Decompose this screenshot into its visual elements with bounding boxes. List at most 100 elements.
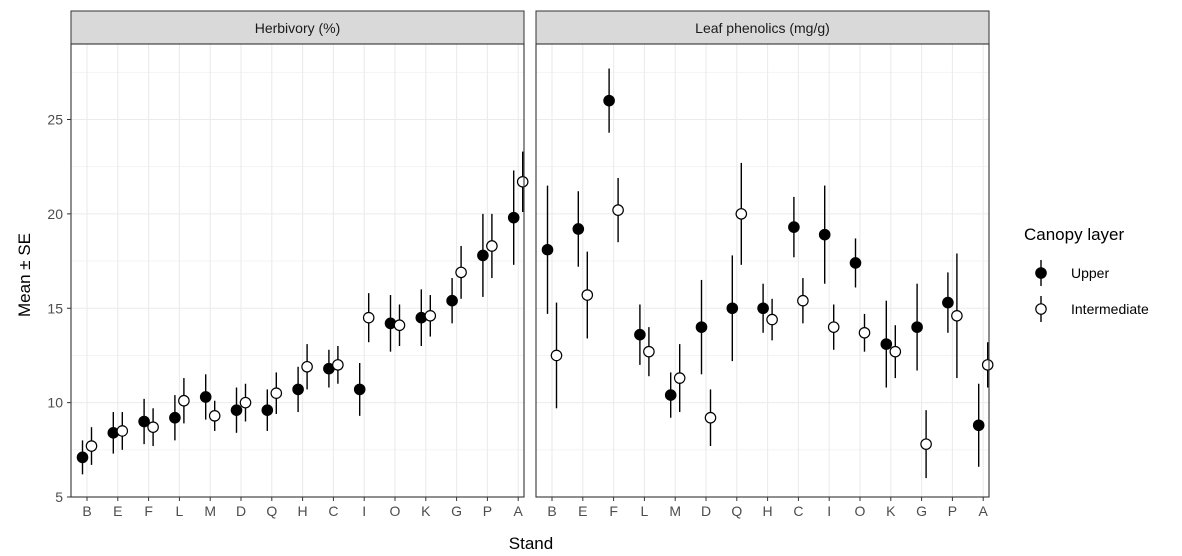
legend-entry-intermediate: Intermediate	[1035, 296, 1149, 322]
point-upper-P	[942, 296, 954, 309]
x-tick-label: C	[328, 503, 338, 519]
x-tick-label: L	[641, 503, 649, 519]
point-intermediate-F	[147, 421, 159, 433]
point-upper-A	[507, 211, 520, 224]
point-upper-G	[911, 321, 923, 333]
point-intermediate-D	[704, 411, 717, 424]
point-upper-L	[634, 328, 646, 341]
point-intermediate-Q	[735, 208, 748, 220]
x-tick-label: P	[948, 503, 957, 519]
point-upper-M	[664, 389, 677, 401]
point-intermediate-H	[301, 360, 313, 373]
x-tick-label: Q	[731, 503, 742, 519]
point-upper-I	[818, 228, 831, 241]
panel-border	[535, 43, 990, 498]
y-tick-label: 10	[47, 395, 63, 411]
legend-key-point	[1035, 303, 1047, 315]
x-tick-label: P	[483, 503, 492, 519]
x-axis-title: Stand	[509, 534, 553, 553]
panels: Herbivory (%) B E F L M D Q H C I O K G P A 5 10 15 20 25 Lea…	[47, 10, 994, 519]
point-intermediate-L	[178, 394, 190, 407]
point-upper-L	[169, 411, 181, 424]
y-tick-label: 25	[47, 112, 63, 128]
x-tick-label: B	[82, 503, 91, 519]
x-tick-label: D	[236, 503, 246, 519]
point-upper-Q	[726, 302, 739, 315]
x-tick-label: E	[578, 503, 587, 519]
point-upper-I	[353, 383, 366, 396]
panel-2: Leaf phenolics (mg/g) B E F L M D Q H C I O K G P A	[535, 10, 994, 519]
point-intermediate-K	[424, 309, 437, 322]
point-upper-H	[757, 302, 769, 315]
point-upper-A	[972, 419, 985, 432]
point-upper-E	[572, 223, 585, 235]
point-intermediate-I	[362, 311, 375, 324]
point-intermediate-E	[116, 425, 129, 437]
point-intermediate-C	[797, 294, 809, 307]
point-upper-D	[230, 404, 243, 416]
x-tick-label: E	[113, 503, 122, 519]
point-intermediate-O	[393, 319, 406, 332]
point-intermediate-A	[516, 175, 529, 188]
x-tick-label: C	[793, 503, 803, 519]
x-tick-label: L	[176, 503, 184, 519]
x-tick-label: H	[763, 503, 773, 519]
point-intermediate-F	[612, 204, 624, 216]
x-tick-label: K	[886, 503, 896, 519]
point-upper-B	[541, 243, 554, 256]
x-tick-label: K	[421, 503, 431, 519]
point-intermediate-Q	[270, 387, 283, 399]
strip-title: Leaf phenolics (mg/g)	[695, 20, 830, 36]
point-intermediate-O	[858, 326, 871, 339]
x-tick-label: A	[514, 503, 524, 519]
point-intermediate-P	[486, 240, 498, 252]
point-upper-D	[695, 321, 708, 333]
x-tick-label: G	[451, 503, 462, 519]
x-tick-label: B	[547, 503, 556, 519]
point-upper-K	[880, 338, 893, 350]
y-axis-title: Mean ± SE	[15, 233, 34, 317]
x-tick-label: M	[669, 503, 681, 519]
x-tick-label: F	[144, 503, 153, 519]
x-tick-label: H	[298, 503, 308, 519]
point-intermediate-P	[951, 309, 963, 322]
legend-label: Intermediate	[1071, 301, 1149, 317]
x-tick-label: O	[390, 503, 401, 519]
point-upper-B	[76, 451, 89, 464]
point-upper-O	[849, 257, 862, 269]
legend-entry-upper: Upper	[1035, 260, 1109, 286]
panel-border	[70, 43, 525, 498]
point-intermediate-M	[673, 372, 686, 384]
x-tick-label: F	[609, 503, 618, 519]
point-intermediate-E	[581, 289, 594, 301]
point-intermediate-B	[550, 349, 563, 362]
x-tick-label: O	[855, 503, 866, 519]
y-tick-label: 5	[55, 489, 63, 505]
point-upper-P	[477, 249, 489, 262]
legend-key-point	[1035, 267, 1047, 279]
point-intermediate-G	[455, 266, 467, 279]
point-upper-F	[138, 415, 150, 428]
point-intermediate-H	[766, 313, 778, 326]
point-upper-M	[199, 391, 212, 403]
legend-label: Upper	[1071, 265, 1109, 281]
strip-background	[70, 10, 525, 45]
y-tick-label: 15	[47, 300, 63, 316]
point-upper-G	[446, 294, 458, 307]
x-tick-label: D	[701, 503, 711, 519]
point-upper-F	[603, 94, 615, 107]
point-intermediate-C	[332, 359, 344, 371]
x-tick-label: Q	[266, 503, 277, 519]
x-tick-label: A	[979, 503, 989, 519]
strip-title: Herbivory (%)	[255, 20, 341, 36]
legend: Canopy layer Upper Intermediate	[1024, 225, 1149, 322]
point-intermediate-M	[208, 410, 221, 422]
legend-entries: Upper Intermediate	[1035, 260, 1149, 322]
y-tick-label: 20	[47, 206, 63, 222]
x-tick-label: G	[916, 503, 927, 519]
x-tick-label: M	[204, 503, 216, 519]
point-intermediate-A	[981, 359, 994, 371]
point-upper-C	[788, 221, 800, 233]
point-intermediate-K	[889, 345, 902, 358]
